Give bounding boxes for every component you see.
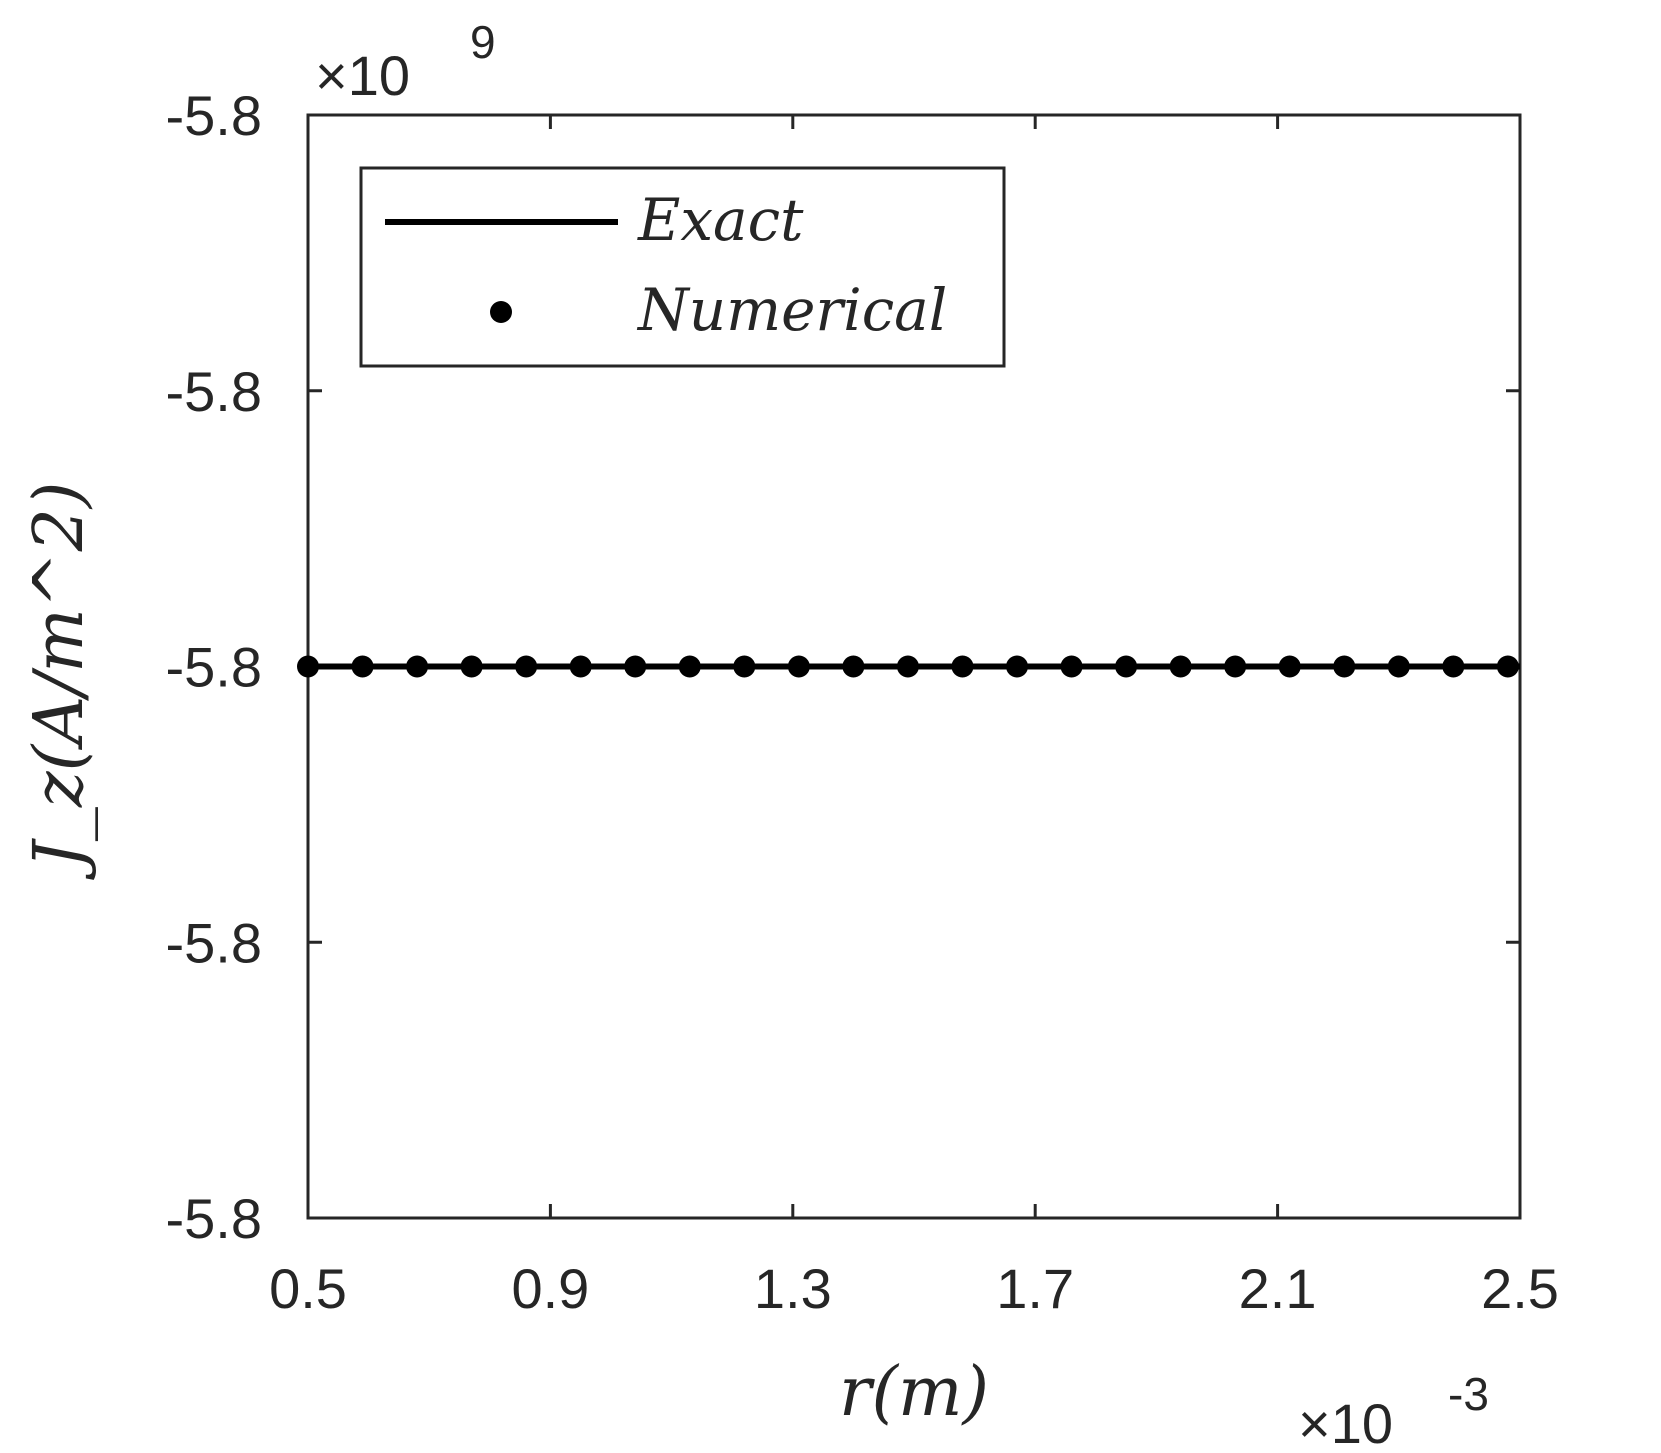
x-axis-label: r(m)	[839, 1353, 989, 1432]
x-tick-label: 1.7	[996, 1257, 1074, 1320]
legend-exact-label: Exact	[637, 186, 804, 254]
x-tick-label: 0.5	[269, 1257, 347, 1320]
series-numerical-point	[896, 655, 919, 678]
series-layer	[297, 655, 1520, 678]
legend: Exact Numerical	[359, 166, 1006, 368]
series-numerical-point	[678, 655, 701, 678]
series-numerical-point	[1006, 655, 1029, 678]
series-numerical-point	[569, 655, 592, 678]
x-tick-label: 0.9	[511, 1257, 589, 1320]
y-ticks: -5.8 -5.8 -5.8 -5.8 -5.8	[166, 84, 1520, 1250]
series-numerical-point	[1169, 655, 1192, 678]
series-numerical-point	[1387, 655, 1410, 678]
x-exponent-multiplier: ×10	[1298, 1392, 1393, 1453]
series-numerical-point	[787, 655, 810, 678]
series-numerical-point	[515, 655, 538, 678]
series-numerical-point	[842, 655, 865, 678]
legend-box	[359, 166, 1006, 368]
series-numerical-point	[406, 655, 429, 678]
y-tick-label: -5.8	[166, 911, 263, 974]
x-tick-label: 2.5	[1481, 1257, 1559, 1320]
y-tick-label: -5.8	[166, 636, 263, 699]
legend-numerical-label: Numerical	[636, 276, 947, 344]
series-numerical-point	[624, 655, 647, 678]
y-tick-label: -5.8	[166, 84, 263, 147]
x-tick-label: 1.3	[754, 1257, 832, 1320]
series-numerical-point	[1496, 655, 1519, 678]
legend-numerical-marker	[490, 301, 512, 323]
y-exponent-value: 9	[470, 16, 496, 68]
series-numerical-point	[1333, 655, 1356, 678]
series-numerical-point	[1442, 655, 1465, 678]
series-numerical-point	[297, 655, 319, 678]
series-numerical-point	[351, 655, 374, 678]
series-numerical-point	[460, 655, 483, 678]
series-numerical-point	[1278, 655, 1301, 678]
x-exponent-value: -3	[1448, 1368, 1489, 1420]
y-tick-label: -5.8	[166, 360, 263, 423]
x-ticks: 0.5 0.9 1.3 1.7 2.1 2.5	[269, 115, 1559, 1320]
series-numerical-point	[1060, 655, 1083, 678]
y-axis-label: J_z(A/m^2)	[20, 482, 99, 881]
series-numerical-point	[733, 655, 756, 678]
series-numerical-point	[951, 655, 974, 678]
series-numerical-point	[1224, 655, 1247, 678]
y-tick-label: -5.8	[166, 1187, 263, 1250]
y-exponent-multiplier: ×10	[315, 44, 410, 107]
series-numerical-point	[1115, 655, 1138, 678]
x-tick-label: 2.1	[1239, 1257, 1317, 1320]
